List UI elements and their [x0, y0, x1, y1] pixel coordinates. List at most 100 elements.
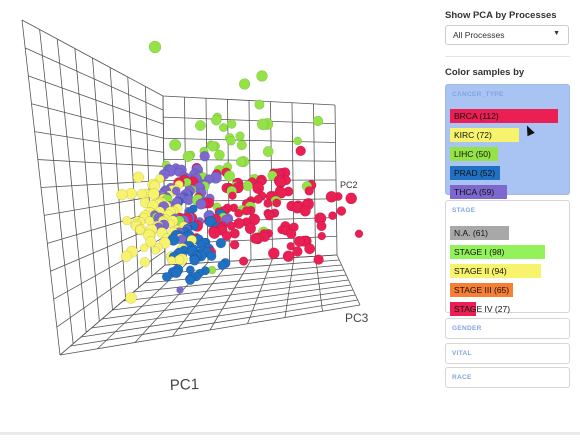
- sample-point[interactable]: [194, 120, 206, 131]
- sample-point[interactable]: [267, 247, 280, 260]
- legend-item[interactable]: STAGE III (65): [450, 283, 558, 297]
- panel-title-stage[interactable]: STAGE: [452, 207, 476, 214]
- sample-point[interactable]: [199, 150, 210, 162]
- panel-title-race[interactable]: RACE: [452, 374, 472, 381]
- sample-point[interactable]: [208, 227, 221, 239]
- sample-point[interactable]: [282, 250, 295, 262]
- panel-stage[interactable]: STAGE N.A. (61) STAGE I (98) STAGE II (94)…: [445, 200, 570, 316]
- sample-point[interactable]: [214, 149, 225, 161]
- sample-point[interactable]: [155, 174, 165, 184]
- sample-point[interactable]: [235, 131, 245, 141]
- sample-point[interactable]: [293, 136, 303, 146]
- sample-point[interactable]: [236, 139, 247, 151]
- sample-point[interactable]: [234, 208, 244, 218]
- sample-point[interactable]: [207, 140, 219, 152]
- sample-point[interactable]: [145, 236, 157, 248]
- sample-point[interactable]: [217, 260, 228, 271]
- legend-item[interactable]: KIRC (72): [450, 128, 558, 142]
- sample-point[interactable]: [336, 206, 347, 216]
- legend-item[interactable]: STAGE II (94): [450, 264, 558, 278]
- sample-point[interactable]: [116, 189, 128, 201]
- sample-point[interactable]: [354, 229, 364, 239]
- sample-point[interactable]: [122, 215, 132, 226]
- sample-point[interactable]: [229, 239, 240, 250]
- panel-gender[interactable]: GENDER: [445, 318, 570, 339]
- sample-point[interactable]: [120, 250, 133, 262]
- sample-point[interactable]: [316, 221, 327, 232]
- sample-point[interactable]: [226, 136, 236, 146]
- sample-point[interactable]: [144, 216, 155, 226]
- sample-point[interactable]: [161, 271, 172, 282]
- panel-title-gender[interactable]: GENDER: [452, 325, 482, 332]
- sample-point[interactable]: [312, 115, 324, 127]
- sample-point[interactable]: [263, 198, 273, 208]
- sample-point[interactable]: [244, 222, 257, 235]
- panel-race[interactable]: RACE: [445, 367, 570, 388]
- sample-point[interactable]: [286, 228, 297, 240]
- sample-point[interactable]: [293, 235, 305, 247]
- sample-point[interactable]: [272, 198, 282, 208]
- panel-cancer-type[interactable]: CANCER_TYPE BRCA (112) KIRC (72) LIHC (50)…: [445, 84, 570, 199]
- sample-point[interactable]: [215, 237, 227, 249]
- sample-point[interactable]: [226, 119, 237, 129]
- pca-plot-canvas[interactable]: PC2 PC3 PC1: [0, 0, 432, 435]
- sample-point[interactable]: [125, 292, 137, 304]
- sample-point[interactable]: [328, 211, 338, 221]
- sample-point[interactable]: [286, 241, 295, 251]
- sample-point[interactable]: [218, 122, 229, 133]
- sample-point[interactable]: [345, 192, 358, 205]
- pca-3d-plot[interactable]: PC2 PC3 PC1: [0, 0, 432, 435]
- sample-point[interactable]: [189, 255, 200, 266]
- sample-point[interactable]: [241, 206, 252, 216]
- sample-point[interactable]: [139, 243, 149, 253]
- sample-point[interactable]: [185, 275, 196, 285]
- sample-point[interactable]: [256, 118, 269, 131]
- sample-point[interactable]: [182, 150, 194, 163]
- legend-item[interactable]: BRCA (112): [450, 109, 558, 123]
- sample-point[interactable]: [238, 78, 251, 90]
- sample-point[interactable]: [249, 232, 261, 244]
- legend-item[interactable]: PRAD (52): [450, 166, 558, 180]
- sample-point[interactable]: [223, 170, 236, 182]
- sample-point[interactable]: [262, 146, 274, 157]
- sample-point[interactable]: [235, 156, 247, 167]
- sample-point[interactable]: [206, 251, 217, 261]
- legend-item[interactable]: N.A. (61): [450, 226, 558, 240]
- sample-point[interactable]: [295, 145, 306, 157]
- sample-point[interactable]: [176, 286, 184, 294]
- legend-item[interactable]: STAGE I (98): [450, 245, 558, 259]
- sample-point[interactable]: [221, 230, 232, 241]
- sample-point[interactable]: [132, 171, 145, 183]
- panel-title-cancer-type[interactable]: CANCER_TYPE: [452, 91, 504, 98]
- sample-point[interactable]: [148, 40, 162, 54]
- sample-point[interactable]: [139, 257, 150, 268]
- process-dropdown[interactable]: All Processes ▼: [445, 25, 569, 45]
- sample-point[interactable]: [195, 198, 207, 210]
- sample-point[interactable]: [228, 191, 237, 200]
- sample-point[interactable]: [292, 246, 303, 257]
- sample-point[interactable]: [317, 231, 327, 241]
- sample-point[interactable]: [136, 188, 148, 200]
- legend-item[interactable]: LIHC (50): [450, 147, 558, 161]
- sample-point[interactable]: [242, 180, 253, 192]
- sample-point[interactable]: [264, 210, 275, 221]
- sample-point[interactable]: [135, 225, 145, 235]
- sample-point[interactable]: [313, 254, 324, 265]
- sample-point[interactable]: [151, 246, 160, 255]
- panel-vital[interactable]: VITAL: [445, 343, 570, 364]
- sample-point[interactable]: [254, 99, 265, 110]
- sample-point[interactable]: [210, 114, 222, 126]
- sample-point[interactable]: [169, 138, 182, 151]
- legend-item[interactable]: THCA (59): [450, 185, 558, 199]
- sample-point[interactable]: [304, 243, 316, 255]
- sample-point[interactable]: [299, 205, 311, 217]
- panel-title-vital[interactable]: VITAL: [452, 350, 472, 357]
- sample-point[interactable]: [256, 70, 268, 82]
- sample-point[interactable]: [167, 256, 177, 265]
- sample-point[interactable]: [238, 256, 249, 266]
- sample-point[interactable]: [325, 190, 338, 203]
- legend-item[interactable]: STAGE IV (27): [450, 302, 558, 316]
- sample-point[interactable]: [171, 267, 182, 279]
- sample-point[interactable]: [304, 186, 314, 196]
- sample-point[interactable]: [171, 186, 181, 196]
